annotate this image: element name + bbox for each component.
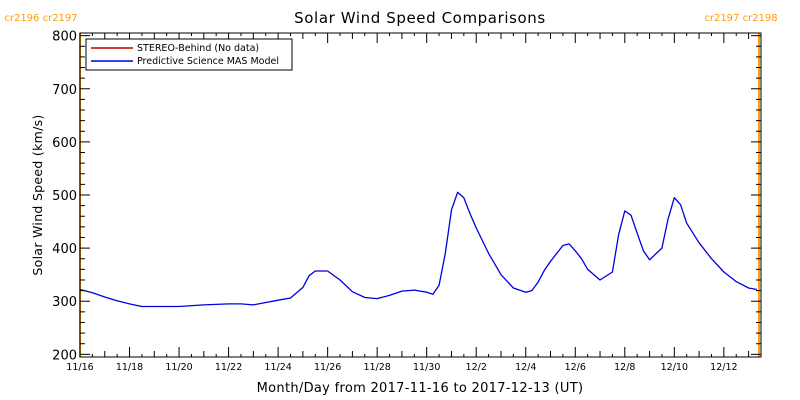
y-tick-label: 600 (52, 136, 77, 151)
x-tick-label: 12/10 (661, 362, 688, 373)
x-tick-label: 11/30 (413, 362, 440, 373)
y-tick-label: 500 (52, 189, 77, 204)
plot-frame (79, 32, 762, 358)
y-tick-label: 400 (52, 242, 77, 257)
y-tick-label: 700 (52, 83, 77, 98)
x-tick-label: 12/12 (710, 362, 737, 373)
x-tick-label: 12/2 (466, 362, 487, 373)
carrington-label-left: cr2196 cr2197 (4, 13, 77, 24)
x-tick-label: 12/6 (565, 362, 586, 373)
y-tick-label: 800 (52, 30, 77, 45)
legend-model-label: Predictive Science MAS Model (137, 56, 279, 67)
y-tick-label: 200 (52, 348, 77, 363)
x-axis-label: Month/Day from 2017-11-16 to 2017-12-13 … (257, 381, 584, 396)
x-tick-label: 11/28 (363, 362, 390, 373)
y-axis-label: Solar Wind Speed (km/s) (30, 114, 45, 275)
x-tick-label: 11/16 (66, 362, 93, 373)
legend-box (85, 38, 293, 71)
x-tick-label: 11/26 (314, 362, 341, 373)
legend: STEREO-Behind (No data) Predictive Scien… (85, 38, 293, 71)
x-tick-label: 11/22 (215, 362, 242, 373)
x-tick-label: 11/18 (116, 362, 143, 373)
chart-title: Solar Wind Speed Comparisons (294, 9, 546, 27)
x-tick-label: 11/20 (165, 362, 192, 373)
y-tick-label: 300 (52, 295, 77, 310)
x-tick-label: 12/8 (614, 362, 635, 373)
x-tick-label: 12/4 (515, 362, 536, 373)
carrington-label-right: cr2197 cr2198 (704, 13, 777, 24)
series-line-mas-model (79, 191, 758, 308)
x-tick-label: 11/24 (264, 362, 291, 373)
legend-stereo-label: STEREO-Behind (No data) (137, 43, 259, 54)
